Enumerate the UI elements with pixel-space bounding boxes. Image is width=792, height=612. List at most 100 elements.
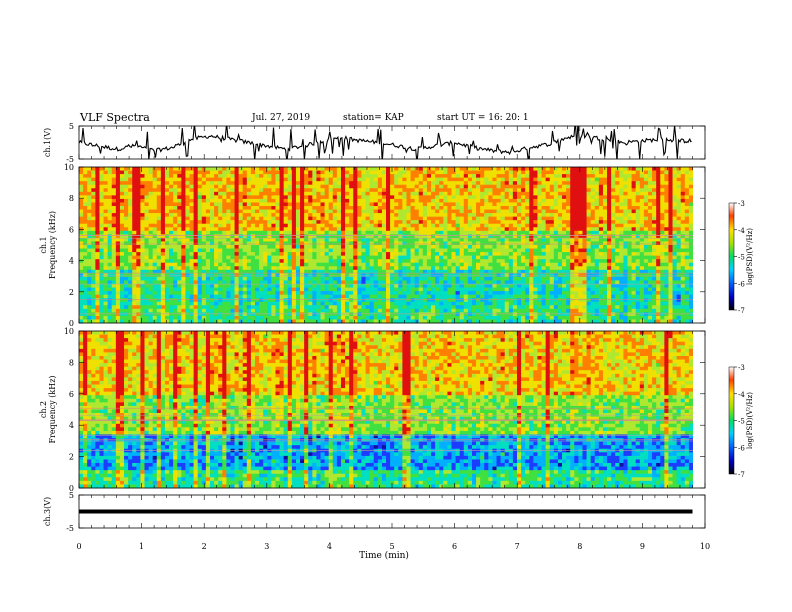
spec-cell: [95, 248, 100, 253]
spec-cell: [562, 220, 567, 225]
spec-cell: [230, 266, 235, 271]
spec-cell: [402, 170, 407, 175]
spec-cell: [353, 167, 358, 171]
spec-cell: [586, 269, 592, 274]
spec-cell: [177, 213, 182, 218]
spec-cell: [467, 181, 473, 186]
spec-cell: [197, 273, 203, 278]
spec-cell: [488, 209, 493, 214]
spec-cell: [598, 245, 604, 249]
spec-cell: [95, 174, 100, 179]
spec-cell: [230, 216, 235, 221]
spec-cell: [152, 188, 158, 193]
spec-cell: [459, 276, 465, 281]
spec-cell: [357, 188, 362, 193]
spec-cell: [263, 230, 268, 235]
spec-cell: [459, 209, 465, 214]
spec-cell: [91, 174, 96, 179]
spec-cell: [119, 202, 125, 207]
spec-cell: [570, 177, 575, 182]
spec-cell: [115, 234, 121, 239]
spec-cell: [377, 230, 383, 235]
spec-cell: [255, 209, 260, 214]
spec-cell: [386, 220, 391, 225]
spec-cell: [144, 188, 149, 193]
spec-cell: [443, 223, 448, 228]
spec-cell: [590, 213, 596, 218]
spec-cell: [484, 220, 489, 225]
spec-cell: [111, 195, 117, 200]
spec-cell: [529, 248, 534, 253]
spec-cell: [512, 276, 518, 281]
spec-cell: [304, 191, 309, 196]
spec-cell: [205, 198, 211, 203]
spec-cell: [488, 195, 493, 200]
spec-cell: [353, 223, 358, 228]
spec-cell: [500, 255, 506, 260]
spec-cell: [304, 188, 309, 193]
spec-cell: [279, 167, 285, 171]
spec-cell: [336, 255, 342, 260]
spec-cell: [521, 262, 526, 267]
spec-cell: [377, 198, 383, 203]
spec-cell: [328, 216, 334, 221]
spec-cell: [173, 181, 178, 186]
spec-cell: [353, 259, 358, 264]
spec-cell: [402, 191, 407, 196]
spec-cell: [688, 245, 694, 249]
spec-cell: [275, 220, 280, 225]
spec-cell: [300, 209, 305, 214]
spec-cell: [541, 181, 547, 186]
spec-cell: [451, 262, 456, 267]
spec-cell: [365, 167, 371, 171]
spec-cell: [222, 198, 227, 203]
spec-cell: [463, 262, 469, 267]
spec-cell: [308, 209, 313, 214]
spec-cell: [635, 259, 641, 264]
spec-cell: [545, 216, 551, 221]
spec-cell: [480, 167, 485, 171]
spec-cell: [234, 252, 240, 257]
spec-cell: [246, 177, 252, 182]
spec-cell: [332, 209, 338, 214]
spec-cell: [226, 184, 231, 189]
spec-cell: [529, 227, 534, 232]
spec-cell: [394, 248, 399, 253]
spec-cell: [435, 177, 440, 182]
spec-cell: [148, 230, 154, 235]
spec-cell: [181, 234, 186, 239]
spec-cell: [87, 259, 92, 264]
spec-cell: [99, 174, 104, 179]
spec-cell: [320, 245, 325, 249]
spec-cell: [279, 209, 285, 214]
spec-cell: [623, 273, 628, 278]
spec-cell: [533, 276, 538, 281]
spec-cell: [205, 188, 211, 193]
spec-cell: [324, 262, 330, 267]
spec-cell: [316, 230, 321, 235]
spec-cell: [570, 202, 575, 207]
spec-cell: [553, 266, 559, 271]
spec-cell: [181, 167, 186, 171]
spec-cell: [668, 206, 673, 210]
spec-cell: [484, 241, 489, 246]
spec-cell: [152, 170, 158, 175]
spec-cell: [594, 174, 600, 179]
spec-cell: [238, 241, 244, 246]
spec-cell: [431, 266, 436, 271]
spec-cell: [222, 262, 227, 267]
spec-cell: [672, 223, 678, 228]
spec-cell: [676, 202, 682, 207]
spec-cell: [488, 276, 493, 281]
spec-cell: [136, 170, 141, 175]
spec-cell: [431, 177, 436, 182]
spec-cell: [512, 220, 518, 225]
spec-cell: [345, 248, 350, 253]
spec-cell: [193, 213, 199, 218]
spec-cell: [488, 230, 493, 235]
spec-cell: [124, 248, 129, 253]
spec-cell: [332, 234, 338, 239]
spec-cell: [324, 213, 330, 218]
spec-cell: [193, 227, 199, 232]
spec-cell: [672, 227, 678, 232]
